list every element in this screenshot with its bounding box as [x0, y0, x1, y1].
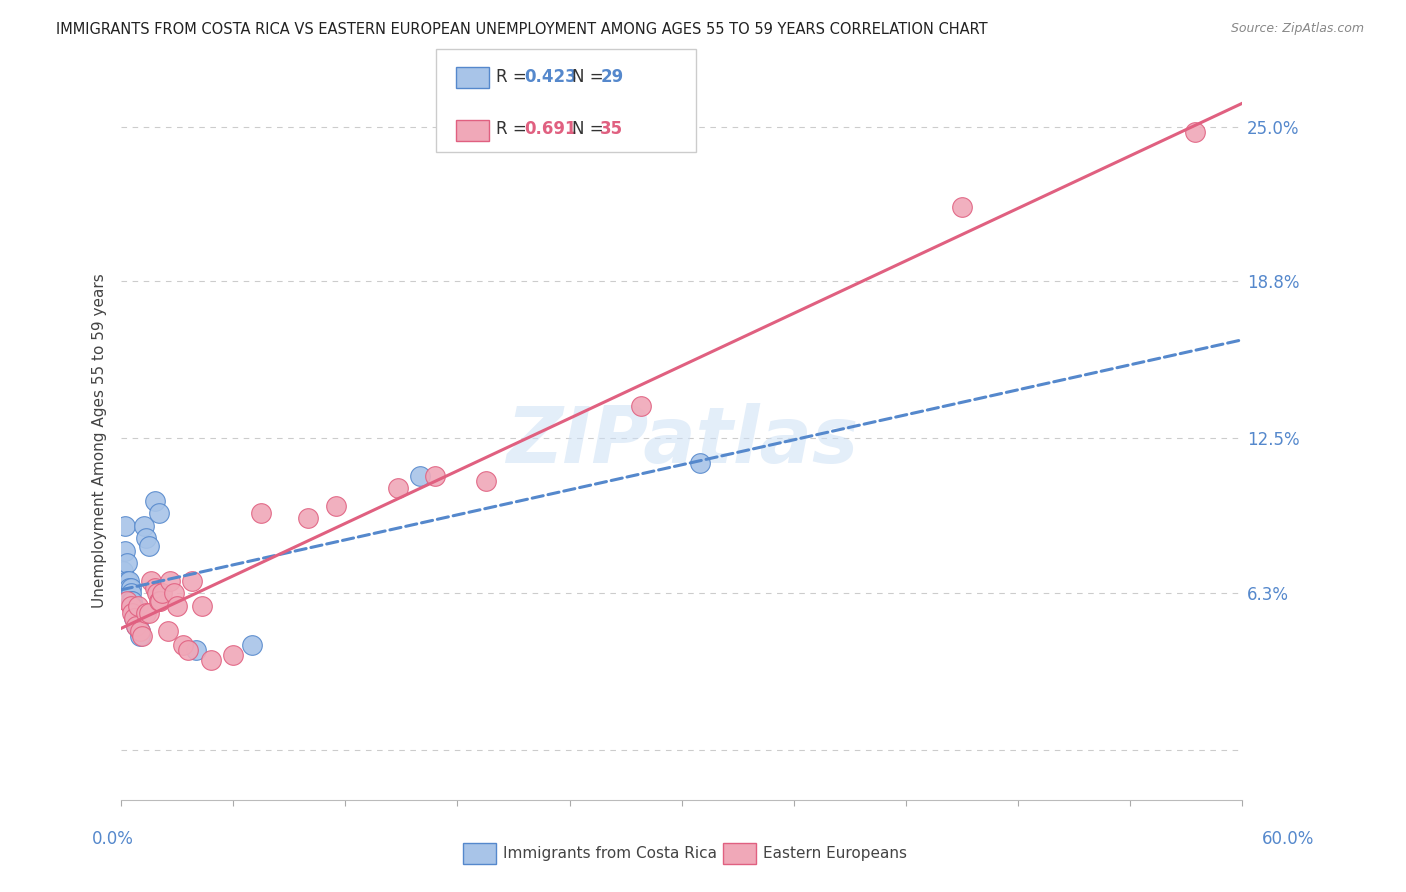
Point — [115, 593, 138, 607]
Point — [1184, 125, 1206, 139]
Point — [689, 457, 711, 471]
Point — [132, 518, 155, 533]
Point — [118, 581, 141, 595]
Text: 0.0%: 0.0% — [91, 830, 134, 847]
Point — [120, 586, 142, 600]
Point — [387, 482, 409, 496]
Point — [120, 593, 142, 607]
Text: Source: ZipAtlas.com: Source: ZipAtlas.com — [1230, 22, 1364, 36]
Text: 0.691: 0.691 — [524, 120, 576, 138]
Point — [222, 648, 245, 663]
Point — [145, 586, 167, 600]
Point — [125, 618, 148, 632]
Point — [181, 574, 204, 588]
Text: 35: 35 — [600, 120, 623, 138]
Text: R =: R = — [496, 68, 533, 86]
Point — [124, 611, 146, 625]
Point — [150, 586, 173, 600]
Text: IMMIGRANTS FROM COSTA RICA VS EASTERN EUROPEAN UNEMPLOYMENT AMONG AGES 55 TO 59 : IMMIGRANTS FROM COSTA RICA VS EASTERN EU… — [56, 22, 988, 37]
Point — [124, 606, 146, 620]
Point — [114, 518, 136, 533]
Text: Eastern Europeans: Eastern Europeans — [763, 847, 907, 861]
Point — [139, 574, 162, 588]
Point — [115, 556, 138, 570]
Point — [114, 543, 136, 558]
Point — [120, 599, 142, 613]
Point — [297, 511, 319, 525]
Point — [120, 581, 142, 595]
Text: R =: R = — [496, 120, 533, 138]
Point — [250, 506, 273, 520]
Point — [118, 574, 141, 588]
Point — [129, 624, 152, 638]
Text: N =: N = — [572, 68, 609, 86]
Point — [148, 506, 170, 520]
Point — [129, 628, 152, 642]
Text: N =: N = — [572, 120, 609, 138]
Point — [149, 593, 172, 607]
Point — [162, 586, 184, 600]
Point — [124, 601, 146, 615]
Point — [121, 606, 143, 620]
Point — [129, 624, 152, 638]
Point — [184, 643, 207, 657]
Point — [131, 628, 153, 642]
Text: 0.423: 0.423 — [524, 68, 578, 86]
Text: 29: 29 — [600, 68, 624, 86]
Point — [143, 493, 166, 508]
Point — [127, 599, 149, 613]
Point — [115, 574, 138, 588]
Point — [474, 474, 496, 488]
Point — [134, 606, 156, 620]
Point — [121, 599, 143, 613]
Point — [409, 469, 432, 483]
Point — [240, 639, 263, 653]
Point — [124, 611, 146, 625]
Point — [423, 469, 446, 483]
Text: ZIPatlas: ZIPatlas — [506, 403, 858, 479]
Point — [125, 614, 148, 628]
Point — [134, 531, 156, 545]
Point — [200, 653, 222, 667]
Point — [177, 643, 200, 657]
Point — [630, 399, 652, 413]
Point — [148, 593, 170, 607]
Point — [125, 618, 148, 632]
Point — [121, 593, 143, 607]
Point — [325, 499, 347, 513]
Point — [172, 639, 194, 653]
Point — [138, 606, 160, 620]
Point — [156, 624, 179, 638]
Point — [112, 564, 135, 578]
Point — [190, 599, 212, 613]
Point — [127, 618, 149, 632]
Text: 60.0%: 60.0% — [1263, 830, 1315, 847]
Point — [950, 200, 973, 214]
Point — [159, 574, 181, 588]
Point — [138, 539, 160, 553]
Text: Immigrants from Costa Rica: Immigrants from Costa Rica — [503, 847, 717, 861]
Point — [166, 599, 188, 613]
Point — [143, 581, 166, 595]
Y-axis label: Unemployment Among Ages 55 to 59 years: Unemployment Among Ages 55 to 59 years — [93, 274, 107, 608]
